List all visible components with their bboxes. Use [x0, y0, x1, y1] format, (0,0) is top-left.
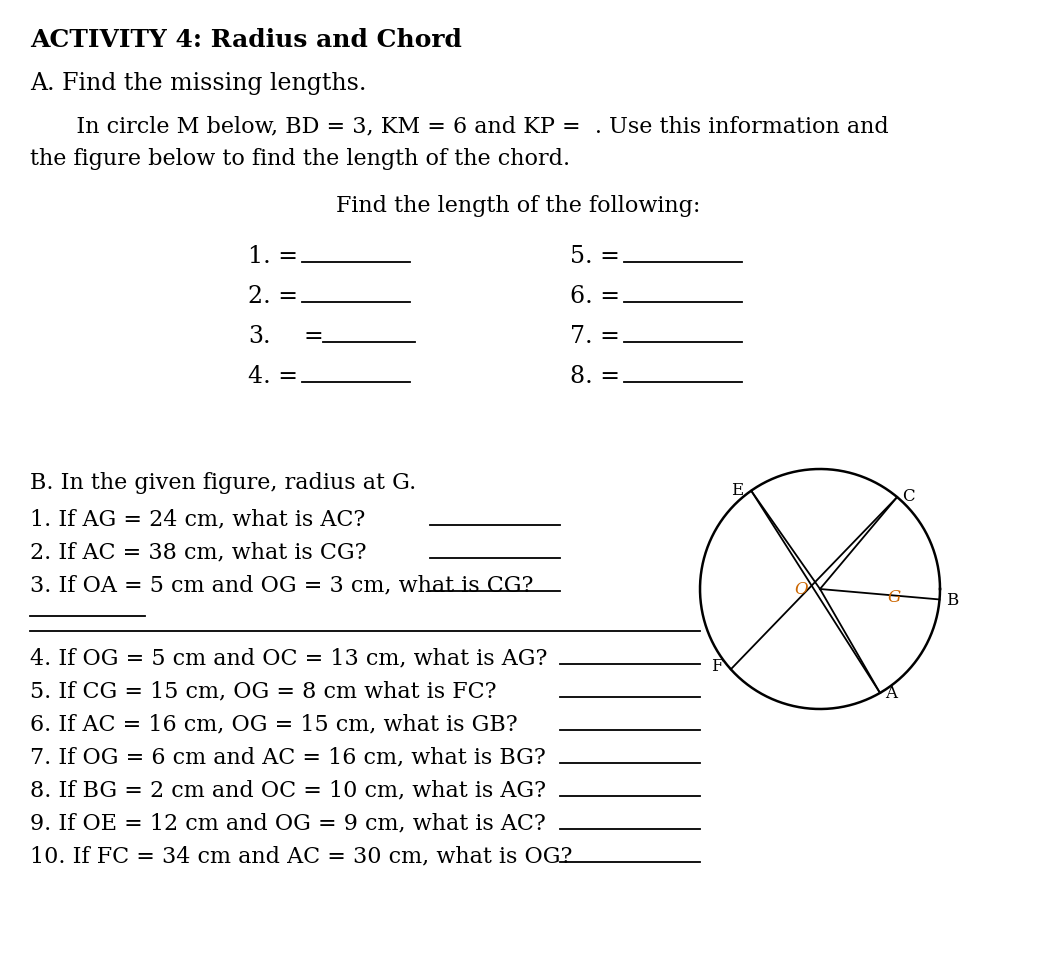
- Text: 7. If OG = 6 cm and AC = 16 cm, what is BG?: 7. If OG = 6 cm and AC = 16 cm, what is …: [30, 745, 545, 767]
- Text: G: G: [888, 588, 901, 605]
- Text: 1. If AG = 24 cm, what is AC?: 1. If AG = 24 cm, what is AC?: [30, 508, 365, 529]
- Text: O: O: [794, 580, 808, 598]
- Text: 4. If OG = 5 cm and OC = 13 cm, what is AG?: 4. If OG = 5 cm and OC = 13 cm, what is …: [30, 646, 548, 669]
- Text: C: C: [902, 487, 915, 505]
- Text: =: =: [303, 325, 323, 348]
- Text: 5. If CG = 15 cm, OG = 8 cm what is FC?: 5. If CG = 15 cm, OG = 8 cm what is FC?: [30, 679, 497, 702]
- Text: Find the length of the following:: Find the length of the following:: [336, 195, 700, 217]
- Text: B: B: [947, 591, 959, 609]
- Text: A: A: [885, 684, 897, 702]
- Text: In circle M below, BD = 3, KM = 6 and KP =  . Use this information and: In circle M below, BD = 3, KM = 6 and KP…: [55, 115, 889, 137]
- Text: 2. =: 2. =: [248, 285, 298, 308]
- Text: 8. =: 8. =: [570, 364, 620, 388]
- Text: 5. =: 5. =: [570, 245, 620, 267]
- Text: 10. If FC = 34 cm and AC = 30 cm, what is OG?: 10. If FC = 34 cm and AC = 30 cm, what i…: [30, 844, 572, 866]
- Text: ACTIVITY 4: Radius and Chord: ACTIVITY 4: Radius and Chord: [30, 28, 461, 52]
- Text: 6. =: 6. =: [570, 285, 620, 308]
- Text: A. Find the missing lengths.: A. Find the missing lengths.: [30, 72, 366, 95]
- Text: F: F: [711, 658, 723, 674]
- Text: 6. If AC = 16 cm, OG = 15 cm, what is GB?: 6. If AC = 16 cm, OG = 15 cm, what is GB…: [30, 712, 517, 735]
- Text: 7. =: 7. =: [570, 325, 620, 348]
- Text: 8. If BG = 2 cm and OC = 10 cm, what is AG?: 8. If BG = 2 cm and OC = 10 cm, what is …: [30, 778, 546, 800]
- Text: E: E: [731, 482, 744, 498]
- Text: B. In the given figure, radius at G.: B. In the given figure, radius at G.: [30, 472, 416, 493]
- Text: 3.: 3.: [248, 325, 271, 348]
- Text: 2. If AC = 38 cm, what is CG?: 2. If AC = 38 cm, what is CG?: [30, 541, 366, 562]
- Text: 1. =: 1. =: [248, 245, 298, 267]
- Text: the figure below to find the length of the chord.: the figure below to find the length of t…: [30, 148, 570, 170]
- Text: 3. If OA = 5 cm and OG = 3 cm, what is CG?: 3. If OA = 5 cm and OG = 3 cm, what is C…: [30, 574, 533, 595]
- Text: 4. =: 4. =: [248, 364, 298, 388]
- Text: 9. If OE = 12 cm and OG = 9 cm, what is AC?: 9. If OE = 12 cm and OG = 9 cm, what is …: [30, 811, 545, 833]
